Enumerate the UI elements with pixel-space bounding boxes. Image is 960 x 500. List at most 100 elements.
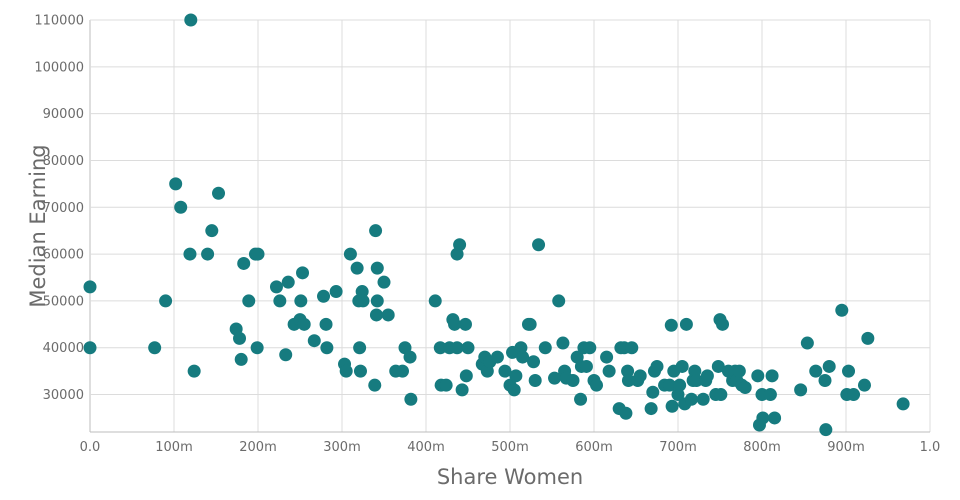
scatter-point [738, 381, 752, 395]
scatter-point [684, 392, 698, 406]
scatter-point [455, 383, 469, 397]
x-tick-label: 100m [155, 440, 192, 455]
scatter-point [377, 275, 391, 289]
scatter-point [621, 364, 635, 378]
scatter-point [644, 402, 658, 416]
scatter-point [516, 350, 530, 364]
scatter-point [279, 348, 293, 362]
scatter-point [696, 392, 710, 406]
scatter-point [700, 369, 714, 383]
scatter-point [453, 238, 467, 252]
scatter-point [552, 294, 566, 308]
y-tick-label: 80000 [43, 154, 84, 169]
scatter-point [765, 369, 779, 383]
scatter-point [498, 364, 512, 378]
scatter-point [343, 247, 357, 261]
scatter-point [234, 352, 248, 366]
scatter-point [237, 256, 251, 270]
scatter-point [556, 336, 570, 350]
scatter-point [159, 294, 173, 308]
scatter-point [602, 364, 616, 378]
scatter-point [675, 359, 689, 373]
scatter-point [370, 261, 384, 275]
scatter-point [664, 318, 678, 332]
y-axis-title: Median Earning [26, 144, 50, 307]
scatter-point [83, 280, 97, 294]
x-tick-label: 700m [659, 440, 696, 455]
scatter-point [794, 383, 808, 397]
y-tick-label: 40000 [43, 341, 84, 356]
scatter-point [381, 308, 395, 322]
scatter-point [251, 247, 265, 261]
scatter-point [450, 341, 464, 355]
scatter-point [317, 289, 331, 303]
scatter-point [148, 341, 162, 355]
scatter-point [174, 200, 188, 214]
scatter-point [183, 247, 197, 261]
scatter-point [751, 369, 765, 383]
scatter-point [242, 294, 256, 308]
x-tick-label: 400m [407, 440, 444, 455]
scatter-point [439, 378, 453, 392]
scatter-point [650, 359, 664, 373]
scatter-point [428, 294, 442, 308]
scatter-point [281, 275, 295, 289]
scatter-point [732, 364, 746, 378]
scatter-point [296, 266, 310, 280]
scatter-point [763, 388, 777, 402]
scatter-point [250, 341, 264, 355]
scatter-point [297, 317, 311, 331]
scatter-point [459, 369, 473, 383]
x-axis-title: Share Women [437, 465, 583, 489]
y-tick-label: 30000 [43, 388, 84, 403]
scatter-point [689, 374, 703, 387]
scatter-point [633, 369, 647, 383]
y-tick-label: 70000 [43, 201, 84, 216]
scatter-point [507, 383, 521, 397]
scatter-point [205, 224, 219, 238]
scatter-point [579, 359, 593, 373]
scatter-point [818, 374, 832, 387]
scatter-point [269, 280, 283, 294]
scatter-point [339, 364, 353, 378]
scatter-point [370, 294, 384, 308]
x-tick-label: 300m [323, 440, 360, 455]
scatter-point [896, 397, 910, 411]
scatter-point [663, 378, 677, 392]
scatter-point [369, 308, 383, 322]
scatter-point [353, 341, 367, 355]
scatter-point [679, 317, 693, 331]
scatter-point [574, 392, 588, 406]
scatter-point [538, 341, 552, 355]
scatter-point [673, 378, 687, 392]
y-tick-label: 50000 [43, 294, 84, 309]
scatter-point [404, 392, 418, 406]
y-tick-label: 100000 [34, 60, 84, 75]
y-tick-label: 90000 [43, 107, 84, 122]
y-tick-label: 60000 [43, 248, 84, 263]
scatter-point [625, 341, 639, 355]
scatter-point [527, 355, 541, 369]
scatter-point [590, 378, 604, 392]
scatter-point [356, 294, 370, 308]
scatter-point [600, 350, 614, 364]
scatter-point [714, 388, 728, 402]
scatter-point [528, 374, 542, 387]
x-tick-label: 900m [827, 440, 864, 455]
scatter-point [169, 177, 183, 191]
scatter-point [768, 411, 782, 425]
scatter-point [756, 411, 770, 425]
scatter-point [509, 369, 523, 383]
scatter-point [800, 336, 814, 350]
scatter-point [355, 285, 369, 299]
scatter-point [448, 317, 462, 331]
scatter-point [861, 331, 875, 345]
x-tick-label: 500m [491, 440, 528, 455]
scatter-point [320, 341, 334, 355]
scatter-point [403, 350, 417, 364]
scatter-point [566, 374, 580, 387]
scatter-point [523, 317, 537, 331]
scatter-point [368, 378, 382, 392]
scatter-point [212, 186, 226, 200]
